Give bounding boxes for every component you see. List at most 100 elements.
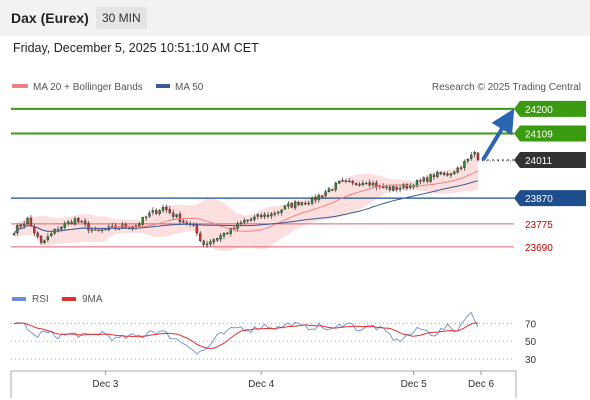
candle-body xyxy=(212,239,216,243)
candle-body xyxy=(165,206,168,211)
level-label-23690: 23690 xyxy=(525,243,553,254)
ma20-legend-swatch xyxy=(12,84,28,88)
candle-body xyxy=(432,174,436,178)
candle-body xyxy=(442,172,446,175)
candle-body xyxy=(402,184,405,188)
candle-body xyxy=(392,186,395,191)
candle-body xyxy=(300,202,304,206)
chart-datetime: Friday, December 5, 2025 10:51:10 AM CET xyxy=(13,41,259,55)
candle-body xyxy=(22,223,26,227)
candle-body xyxy=(171,212,175,217)
candle-body xyxy=(141,216,144,225)
candle-body xyxy=(456,167,459,173)
candle-body xyxy=(249,218,253,221)
candle-body xyxy=(263,214,266,217)
candle-body xyxy=(446,173,449,176)
candle-body xyxy=(205,243,209,246)
candle-body xyxy=(293,201,297,209)
candle-body xyxy=(473,151,476,155)
levels-layer xyxy=(11,107,514,248)
candle-body xyxy=(422,177,426,182)
level-label-24011: 24011 xyxy=(525,156,553,167)
candle-body xyxy=(222,233,226,237)
candle-body xyxy=(354,182,358,186)
candle-body xyxy=(232,227,236,230)
level-tag-23870 xyxy=(514,190,586,207)
candle-body xyxy=(283,205,287,210)
candle-body xyxy=(276,211,280,214)
candle-body xyxy=(158,210,161,214)
candle-body xyxy=(43,240,46,243)
candle-body xyxy=(395,186,398,190)
rsi-ma-line xyxy=(13,322,479,350)
candle-body xyxy=(83,220,87,225)
candle-body xyxy=(266,214,270,217)
candle-body xyxy=(94,229,97,231)
candle-body xyxy=(436,171,439,177)
rsi-ma-legend-label: 9MA xyxy=(82,294,103,305)
candle-body xyxy=(385,186,388,189)
candle-body xyxy=(246,219,249,222)
candle-body xyxy=(405,184,409,189)
timeframe-badge[interactable]: 30 MIN xyxy=(96,7,147,29)
candle-body xyxy=(429,174,432,183)
candle-body xyxy=(19,224,22,227)
candle-body xyxy=(226,232,229,235)
candle-body xyxy=(151,210,155,213)
chart-header: Dax (Eurex) 30 MIN xyxy=(0,0,590,36)
candle-body xyxy=(341,180,344,182)
candle-body xyxy=(425,177,429,182)
candle-body xyxy=(388,186,392,191)
candle-body xyxy=(144,216,148,219)
candle-body xyxy=(331,189,334,191)
candle-body xyxy=(138,223,141,227)
candle-body xyxy=(344,180,348,183)
candle-body xyxy=(317,195,321,200)
candle-body xyxy=(39,235,43,243)
candle-body xyxy=(280,209,283,213)
candle-body xyxy=(66,221,70,224)
ma50-legend-label: MA 50 xyxy=(175,82,204,93)
candle-body xyxy=(365,182,368,185)
candle-body xyxy=(161,207,165,211)
candle-body xyxy=(33,225,36,234)
candle-body xyxy=(371,183,375,186)
candle-body xyxy=(351,180,354,184)
candle-body xyxy=(77,218,80,223)
candle-body xyxy=(415,180,419,187)
instrument-title: Dax (Eurex) xyxy=(11,10,89,26)
ma-layer xyxy=(13,170,479,234)
candle-body xyxy=(70,221,73,225)
candle-body xyxy=(310,197,314,204)
candle-body xyxy=(327,188,331,192)
rsi-tick-label-30: 30 xyxy=(525,355,537,366)
candle-body xyxy=(46,236,50,241)
candle-body xyxy=(314,196,317,201)
candle-body xyxy=(270,213,273,217)
candle-body xyxy=(148,212,151,217)
x-tick-label-2: Dec 5 xyxy=(401,379,428,390)
candle-body xyxy=(236,223,239,229)
candle-body xyxy=(260,214,263,218)
level-tag-24200 xyxy=(514,100,586,117)
candle-body xyxy=(459,167,463,169)
candle-body xyxy=(324,191,327,196)
candle-body xyxy=(439,171,442,175)
candle-body xyxy=(63,223,67,228)
rsi-legend-swatch xyxy=(12,297,26,301)
candle-body xyxy=(358,184,361,186)
candle-body xyxy=(178,213,182,223)
candle-body xyxy=(209,241,212,245)
level-label-23870: 23870 xyxy=(525,194,553,205)
ma50-line xyxy=(13,180,479,234)
rsi-tick-label-70: 70 xyxy=(525,319,537,330)
candle-body xyxy=(29,217,33,226)
candle-body xyxy=(100,229,104,232)
level-label-24109: 24109 xyxy=(525,129,553,140)
x-tick-label-3: Dec 6 xyxy=(468,379,495,390)
candle-body xyxy=(56,228,60,231)
candle-body xyxy=(470,154,473,159)
candle-body xyxy=(297,202,300,205)
x-axis: Dec 3 Dec 4 Dec 5 Dec 6 xyxy=(92,371,494,390)
